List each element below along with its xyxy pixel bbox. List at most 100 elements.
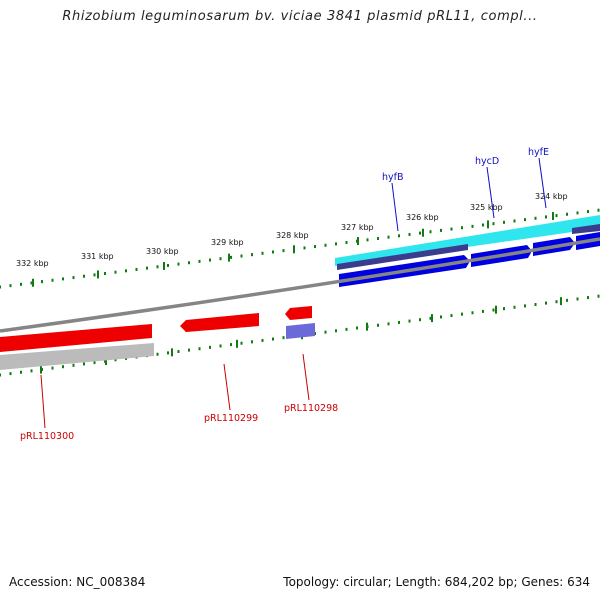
label-line-hycD (486, 166, 495, 219)
gene-label-hycD[interactable]: hycD (475, 156, 499, 167)
outer-minor-tick (30, 281, 33, 285)
outer-minor-tick (167, 263, 169, 267)
outer-minor-tick (429, 230, 432, 234)
inner-major-tick (560, 297, 562, 306)
outer-minor-tick (177, 262, 180, 266)
forward-shadow-band (337, 244, 468, 270)
inner-minor-tick (156, 352, 159, 356)
inner-minor-tick (72, 363, 75, 367)
gene-label-pRL110298[interactable]: pRL110298 (284, 403, 338, 414)
inner-major-tick (171, 348, 173, 357)
tick-label: 324 kbp (535, 192, 568, 201)
outer-minor-tick (482, 223, 484, 227)
inner-major-tick (431, 314, 433, 323)
tick-label: 332 kbp (16, 259, 49, 268)
outer-minor-tick (377, 236, 379, 240)
outer-major-tick (97, 270, 99, 279)
outer-major-tick (32, 278, 34, 287)
tick-label: 328 kbp (276, 231, 309, 240)
forward-shadow-band-right (572, 224, 600, 234)
label-line-pRL110299 (223, 363, 231, 411)
label-line-hyfB (391, 182, 399, 232)
outer-major-tick (293, 245, 295, 254)
tick-label: 330 kbp (146, 247, 179, 256)
gene-arrow-pRL110298[interactable] (285, 306, 312, 320)
outer-minor-tick (503, 220, 505, 224)
inner-minor-tick (30, 369, 33, 373)
summary-text: Topology: circular; Length: 684,202 bp; … (283, 575, 590, 589)
tick-label: 327 kbp (341, 223, 374, 232)
outer-minor-tick (125, 269, 127, 273)
inner-minor-tick (9, 372, 12, 376)
inner-minor-tick (576, 297, 579, 301)
outer-minor-tick (251, 253, 253, 257)
inner-minor-tick (345, 327, 348, 331)
outer-minor-tick (93, 273, 96, 277)
outer-minor-tick (198, 259, 201, 263)
label-line-hyfE (538, 157, 547, 209)
inner-minor-tick (20, 370, 22, 374)
outer-minor-tick (576, 211, 579, 215)
inner-minor-tick (492, 308, 495, 312)
outer-major-tick (422, 228, 424, 237)
outer-minor-tick (104, 272, 106, 276)
inner-minor-tick (114, 358, 117, 362)
inner-minor-tick (188, 348, 190, 352)
inner-minor-tick (524, 304, 526, 308)
inner-minor-tick (272, 337, 274, 341)
other-feature-pRL110298[interactable] (286, 323, 315, 339)
forward-cds-band[interactable] (335, 215, 600, 266)
outer-minor-tick (587, 210, 589, 214)
map-title: Rhizobium leguminosarum bv. viciae 3841 … (62, 9, 538, 24)
inner-major-tick (495, 305, 497, 314)
outer-minor-tick (450, 227, 453, 231)
inner-minor-tick (419, 318, 421, 322)
outer-minor-tick (62, 277, 64, 281)
outer-minor-tick (471, 224, 474, 228)
accession-text: Accession: NC_008384 (9, 575, 146, 589)
outer-minor-tick (114, 270, 117, 274)
outer-minor-tick (597, 208, 600, 212)
outer-minor-tick (219, 257, 222, 261)
inner-minor-tick (482, 309, 484, 313)
inner-minor-tick (261, 338, 264, 342)
inner-minor-tick (198, 347, 201, 351)
gene-label-hyfB[interactable]: hyfB (382, 172, 404, 183)
inner-minor-tick (398, 320, 400, 324)
gene-label-pRL110300[interactable]: pRL110300 (20, 431, 74, 442)
gene-label-pRL110299[interactable]: pRL110299 (204, 413, 258, 424)
outer-major-tick (228, 253, 230, 262)
outer-minor-tick (314, 245, 316, 249)
outer-major-tick (163, 261, 165, 270)
inner-minor-tick (555, 300, 558, 304)
outer-minor-tick (387, 235, 390, 239)
outer-minor-tick (282, 249, 285, 253)
outer-minor-tick (20, 282, 22, 286)
inner-minor-tick (167, 351, 169, 355)
gene-arrow-pRL110300[interactable] (0, 324, 152, 352)
outer-minor-tick (72, 276, 75, 280)
outer-minor-tick (461, 226, 463, 230)
inner-minor-tick (513, 305, 516, 309)
gene-label-hyfE[interactable]: hyfE (528, 147, 549, 158)
outer-major-tick (552, 212, 554, 221)
outer-minor-tick (492, 222, 495, 226)
tick-label: 325 kbp (470, 203, 503, 212)
outer-minor-tick (83, 274, 85, 278)
outer-minor-tick (9, 284, 12, 288)
outer-major-tick (357, 237, 359, 246)
inner-major-tick (236, 339, 238, 348)
inner-minor-tick (324, 330, 327, 334)
inner-minor-tick (440, 315, 442, 319)
inner-minor-tick (566, 298, 568, 302)
inner-minor-tick (240, 341, 243, 345)
reverse-strand-features (0, 306, 315, 370)
inner-minor-tick (503, 307, 505, 311)
tick-labels: 332 kbp 331 kbp 330 kbp 329 kbp 328 kbp 327 k… (16, 192, 568, 268)
gene-arrow-pRL110299[interactable] (180, 313, 259, 332)
inner-minor-tick (534, 302, 537, 306)
inner-minor-tick (251, 340, 253, 344)
reverse-shadow-band (0, 343, 154, 370)
outer-minor-tick (303, 246, 306, 250)
